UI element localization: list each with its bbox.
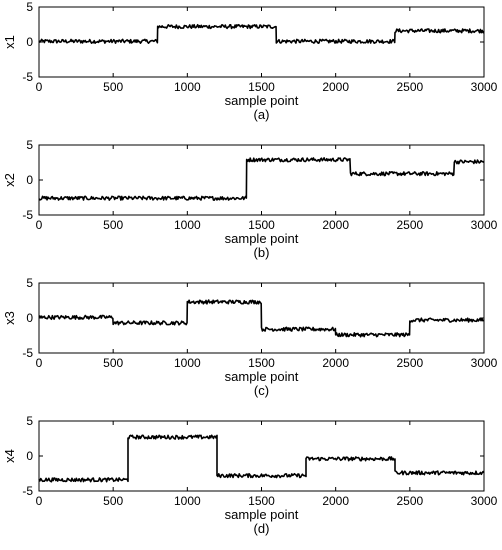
x-tick-label: 500	[103, 80, 123, 94]
y-tick-label: 5	[26, 0, 33, 14]
x-tick-label: 2000	[322, 218, 349, 232]
panel-caption: (d)	[254, 521, 270, 536]
y-tick-label: 5	[26, 276, 33, 290]
x-tick-label: 2500	[396, 218, 423, 232]
y-tick-label: -5	[22, 346, 33, 360]
x-tick-label: 1000	[174, 80, 201, 94]
x-tick-label: 2000	[322, 356, 349, 370]
x-tick-label: 1500	[248, 80, 275, 94]
y-axis-label: x1	[2, 35, 17, 49]
y-tick-label: 5	[26, 414, 33, 428]
x-tick-label: 0	[36, 80, 43, 94]
x-tick-label: 1500	[248, 356, 275, 370]
x-tick-label: 1000	[174, 356, 201, 370]
x-tick-label: 0	[36, 218, 43, 232]
y-tick-label: 5	[26, 138, 33, 152]
y-axis-label: x2	[2, 173, 17, 187]
y-tick-label: 0	[26, 173, 33, 187]
x-tick-label: 2000	[322, 494, 349, 508]
x-tick-label: 1500	[248, 494, 275, 508]
series-line	[38, 434, 485, 483]
plot-area-frame	[38, 144, 485, 216]
panel-caption: (b)	[254, 245, 270, 260]
y-axis-label: x3	[2, 311, 17, 325]
x-axis-label: sample point	[225, 369, 299, 384]
x-tick-label: 1000	[174, 218, 201, 232]
y-tick-label: 0	[26, 311, 33, 325]
x-tick-label: 2500	[396, 80, 423, 94]
y-axis-label: x4	[2, 449, 17, 463]
x-tick-label: 3000	[471, 80, 498, 94]
x-tick-label: 3000	[471, 218, 498, 232]
series-line	[38, 157, 485, 201]
y-tick-label: -5	[22, 484, 33, 498]
y-tick-label: -5	[22, 208, 33, 222]
y-tick-label: 0	[26, 449, 33, 463]
x-tick-label: 500	[103, 494, 123, 508]
x-tick-label: 2500	[396, 356, 423, 370]
x-axis-label: sample point	[225, 93, 299, 108]
x-tick-label: 0	[36, 356, 43, 370]
x-axis-label: sample point	[225, 231, 299, 246]
x-tick-label: 2000	[322, 80, 349, 94]
x-tick-label: 500	[103, 356, 123, 370]
y-tick-label: -5	[22, 70, 33, 84]
x-tick-label: 0	[36, 494, 43, 508]
x-tick-label: 2500	[396, 494, 423, 508]
x-axis-label: sample point	[225, 507, 299, 522]
panel-caption: (a)	[254, 107, 270, 122]
y-tick-label: 0	[26, 35, 33, 49]
x-tick-label: 1500	[248, 218, 275, 232]
series-line	[38, 23, 485, 45]
panel-caption: (c)	[254, 383, 269, 398]
x-tick-label: 500	[103, 218, 123, 232]
x-tick-label: 1000	[174, 494, 201, 508]
x-tick-label: 3000	[471, 356, 498, 370]
x-tick-label: 3000	[471, 494, 498, 508]
series-line	[38, 299, 484, 338]
